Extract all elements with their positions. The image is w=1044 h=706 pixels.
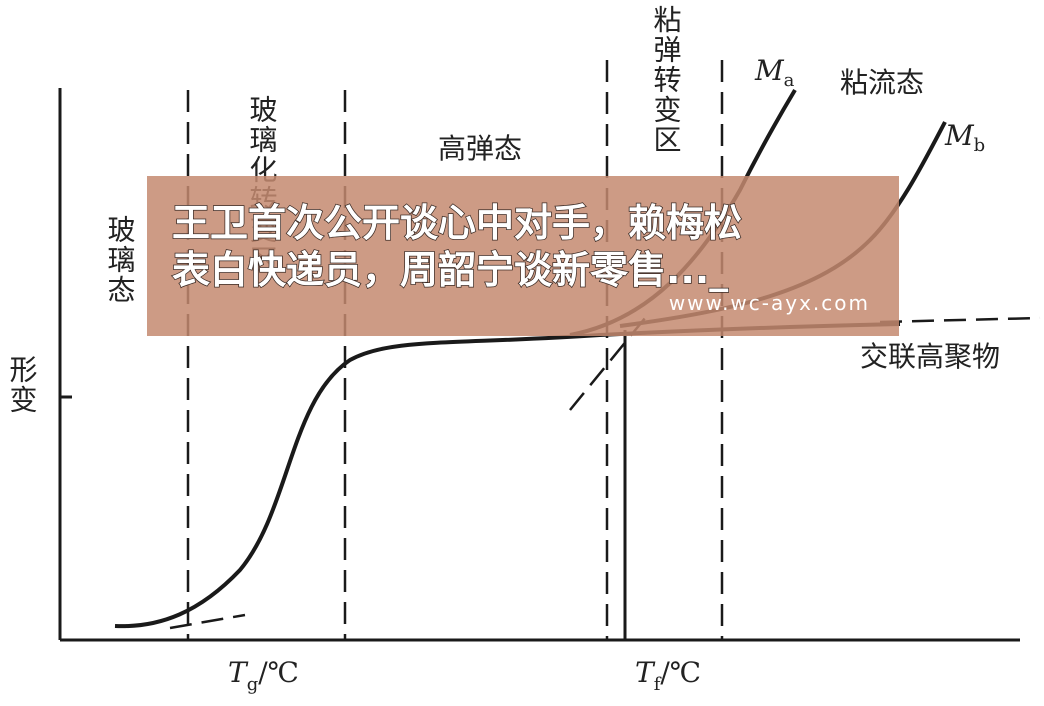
banner-line: 王卫首次公开谈心中对手，赖梅松 [172,201,742,245]
curve-label: Ma [754,54,795,91]
banner-bg [147,176,899,336]
crosslinked-line [879,316,1041,324]
tangent [169,613,246,630]
region-label: 粘流态 [840,66,924,99]
axes [58,60,1020,642]
y-axis-label: 形变 [6,355,39,415]
x-tick-label: Tf/℃ [635,656,701,695]
x-tick-label: Tg/℃ [228,656,299,695]
curve-label: Mb [944,119,985,156]
region-label: 粘弹转变区 [650,5,683,155]
banner[interactable]: 王卫首次公开谈心中对手，赖梅松 表白快递员，周韶宁谈新零售..._ www.wc… [147,176,899,336]
region-label: 高弹态 [438,132,522,165]
region-label: 玻璃态 [104,215,137,305]
curve [114,322,901,629]
banner-line: 表白快递员，周韶宁谈新零售..._ [172,248,728,292]
crosslinked-label: 交联高聚物 [860,340,1000,373]
banner-url: www.wc-ayx.com [669,291,870,315]
